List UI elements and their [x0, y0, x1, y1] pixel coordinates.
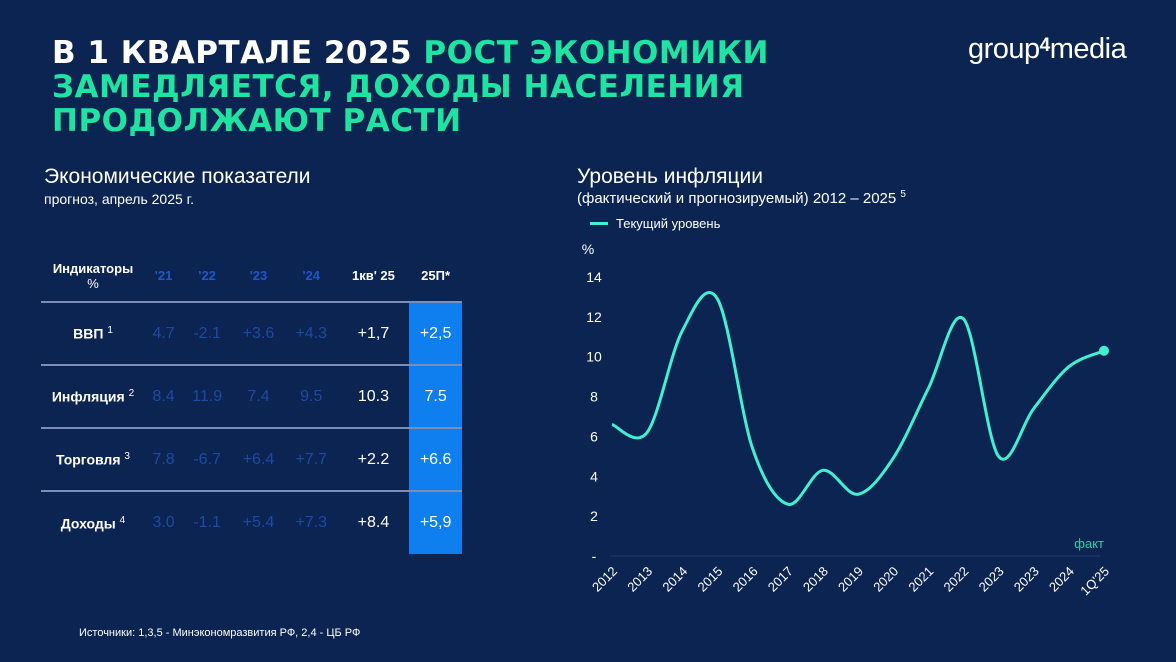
table-subtitle: прогноз, апрель 2025 г. [44, 191, 194, 207]
table-cell: +5,9 [409, 491, 462, 554]
h1: % [87, 275, 99, 291]
y-tick-label: 14 [586, 269, 602, 285]
x-tick-label: 2013 [624, 564, 655, 595]
table-cell: +2,5 [409, 302, 462, 366]
y-tick-label: 4 [590, 468, 598, 484]
logo: group4media [968, 33, 1127, 66]
table-cell: 8.4 [145, 365, 183, 429]
x-tick-label: 2023 [976, 564, 1007, 595]
legend-swatch [590, 222, 608, 225]
table-row: Инфляция 2 8.4 11.9 7.4 9.5 10.3 7.5 [41, 365, 462, 429]
row-label-text: Инфляция [51, 388, 125, 405]
header-col: '23 [232, 250, 285, 303]
chart-legend: Текущий уровень [590, 216, 720, 231]
row-label: Доходы 4 [41, 491, 145, 554]
table-cell: 4.7 [145, 302, 183, 366]
y-tick-label: 10 [586, 349, 602, 365]
table-cell: +5.4 [242, 514, 275, 531]
table-cell: 3.0 [152, 514, 175, 531]
table-cell: 9.5 [284, 365, 338, 429]
legend-label: Текущий уровень [616, 216, 721, 231]
table-row: Торговля 3 7.8 -6.7 +6.4 +7.7 +2.2 +6.6 [41, 428, 462, 492]
table-cell: +7.7 [284, 428, 338, 492]
header-col: '22 [182, 250, 233, 303]
x-tick-label: 2012 [589, 564, 620, 595]
chart-subtitle-note: 5 [900, 189, 906, 200]
table-cell: 7.8 [145, 428, 183, 492]
y-axis-label: % [582, 241, 594, 257]
x-tick-label: 2020 [870, 564, 901, 595]
row-note: 3 [124, 451, 130, 463]
table-cell: +3.6 [232, 302, 285, 366]
series-line [611, 290, 1105, 506]
data-point [1099, 345, 1109, 356]
chart-subtitle-text: (фактический и прогнозируемый) 2012 – 20… [577, 190, 897, 207]
logo-b: 4 [1039, 35, 1051, 56]
y-tick-label: 6 [590, 428, 598, 444]
x-tick-label: 2022 [940, 564, 971, 595]
table-cell: +6.6 [409, 428, 462, 492]
table-cell: +8.4 [357, 514, 390, 531]
x-tick-label: 2015 [694, 564, 725, 595]
header-col: 25П* [409, 250, 462, 303]
title-green: РОСТ ЭКОНОМИКИ ЗАМЕДЛЯЕТСЯ, ДОХОДЫ НАСЕЛ… [52, 35, 769, 139]
row-label-text: Торговля [56, 451, 121, 468]
row-note: 2 [128, 388, 135, 400]
table-cell: -2.1 [182, 302, 233, 366]
y-tick-label: 12 [586, 309, 602, 325]
h0: Индикаторы [52, 260, 134, 276]
table-cell: 10.3 [337, 365, 410, 429]
row-label-text: Доходы [60, 515, 116, 532]
x-tick-label: 2017 [765, 564, 796, 595]
header-col: 1кв' 25 [337, 250, 410, 303]
chart-title: Уровень инфляции [577, 165, 763, 188]
header-col: '24 [284, 250, 338, 303]
table-cell: -1.1 [193, 514, 221, 531]
table-row: ВВП 1 4.7 -2.1 +3.6 +4.3 +1,7 +2,5 [41, 302, 462, 366]
row-label: ВВП 1 [41, 302, 145, 366]
logo-c: media [1049, 33, 1127, 65]
table-cell: +2.2 [337, 428, 410, 492]
x-tick-label: 2019 [835, 564, 866, 595]
table-cell: +7.3 [295, 514, 328, 531]
table-cell: +1,7 [337, 302, 410, 366]
logo-a: group [968, 33, 1040, 65]
row-label: Инфляция 2 [41, 365, 145, 429]
indicators-table: Индикаторы% '21 '22 '23 '24 1кв' 25 25П*… [41, 250, 462, 554]
sources-note: Источники: 1,3,5 - Минэкономразвития РФ,… [79, 627, 361, 639]
row-label: Торговля 3 [41, 428, 145, 492]
y-tick-label: - [592, 548, 597, 564]
x-tick-label: 2018 [800, 564, 831, 595]
fact-annotation: факт [1074, 536, 1104, 551]
x-tick-label: 1Q'25 [1077, 564, 1112, 599]
x-tick-label: 2014 [659, 564, 690, 595]
table-row: Доходы 4 3.0 -1.1 +5.4 +7.3 +8.4 +5,9 [41, 491, 462, 554]
table-cell: +4.3 [284, 302, 338, 366]
row-note: 1 [107, 325, 113, 337]
header-col: '21 [145, 250, 183, 303]
x-tick-label: 2016 [730, 564, 761, 595]
table-title: Экономические показатели [44, 165, 311, 188]
x-tick-label: 2021 [905, 564, 936, 595]
table-cell: 7.4 [232, 365, 285, 429]
header-indicators: Индикаторы% [41, 250, 145, 303]
table-cell: -6.7 [182, 428, 233, 492]
y-tick-label: 8 [590, 389, 598, 405]
x-tick-label: 2024 [1046, 564, 1077, 595]
table-cell: +6.4 [232, 428, 285, 492]
row-note: 4 [119, 514, 126, 526]
chart-subtitle: (фактический и прогнозируемый) 2012 – 20… [577, 189, 906, 207]
row-label-text: ВВП [73, 325, 104, 342]
table-cell: 11.9 [182, 365, 233, 429]
table-cell: 7.5 [409, 365, 462, 429]
page-title: В 1 КВАРТАЛЕ 2025 РОСТ ЭКОНОМИКИ ЗАМЕДЛЯ… [52, 36, 812, 138]
y-tick-label: 2 [590, 508, 598, 524]
title-white: В 1 КВАРТАЛЕ 2025 [52, 35, 424, 71]
x-tick-label: 2023 [1011, 564, 1042, 595]
